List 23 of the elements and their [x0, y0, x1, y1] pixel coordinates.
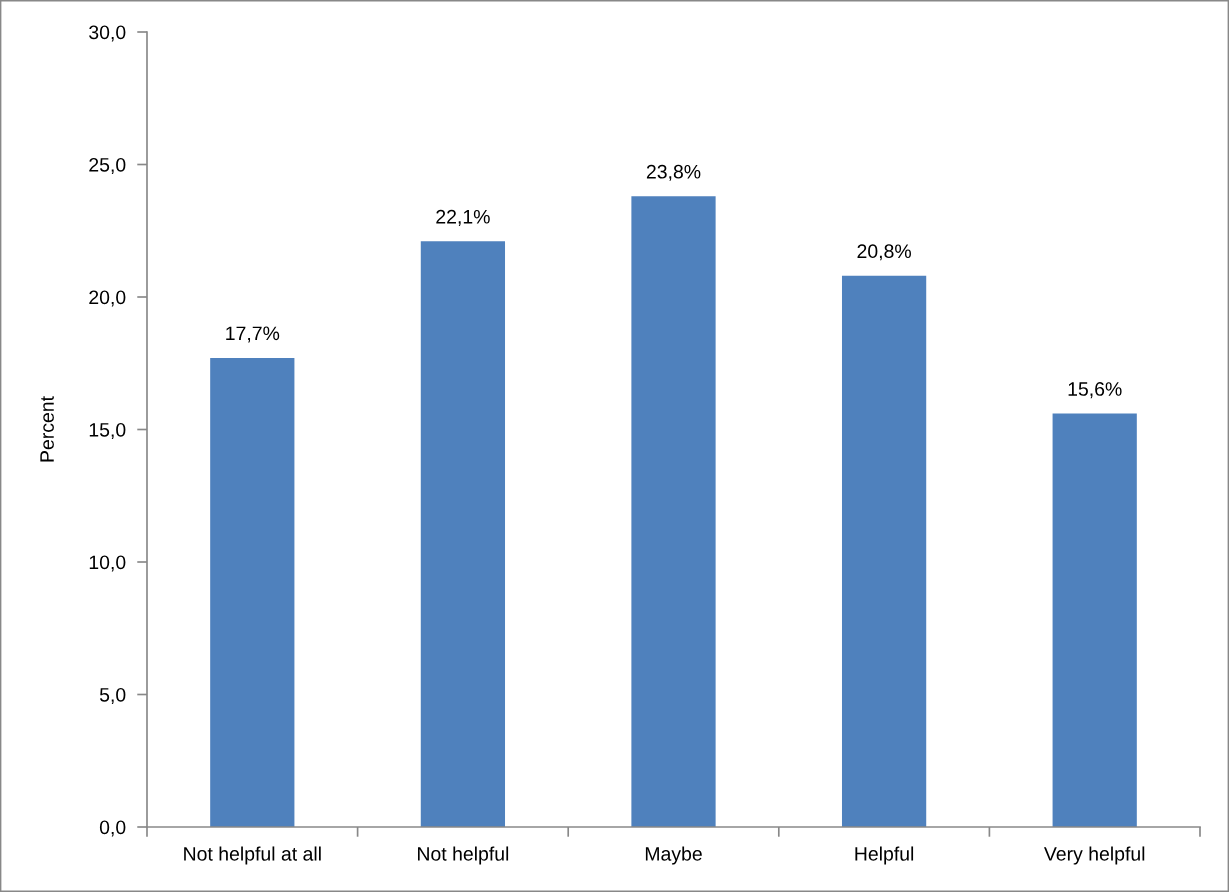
x-tick-label: Very helpful: [1043, 846, 1145, 865]
y-tick-label: 30,0: [89, 25, 126, 42]
y-tick-label: 15,0: [89, 422, 126, 440]
x-tick-label: Not helpful: [418, 846, 509, 865]
x-tick-label: Maybe: [645, 846, 702, 865]
bar: [210, 357, 295, 827]
data-label: 17,7%: [226, 326, 280, 343]
bar: [841, 275, 927, 827]
y-tick-label: 10,0: [89, 555, 126, 572]
x-tick-label: Not helpful at all: [184, 846, 321, 865]
data-label: 22,1%: [436, 209, 490, 226]
data-label: 23,8%: [646, 164, 701, 181]
y-tick-label: 25,0: [89, 157, 126, 175]
data-label: 20,8%: [857, 244, 911, 261]
bar: [420, 241, 506, 827]
x-tick-label: Helpful: [855, 846, 914, 865]
y-tick-label: 0,0: [99, 820, 126, 837]
bar: [1052, 413, 1137, 827]
data-label: 15,6%: [1068, 382, 1122, 399]
y-tick-label: 5,0: [99, 687, 126, 705]
y-axis-title: Percent: [40, 396, 54, 462]
y-tick-label: 20,0: [89, 290, 126, 307]
bar: [631, 196, 716, 827]
